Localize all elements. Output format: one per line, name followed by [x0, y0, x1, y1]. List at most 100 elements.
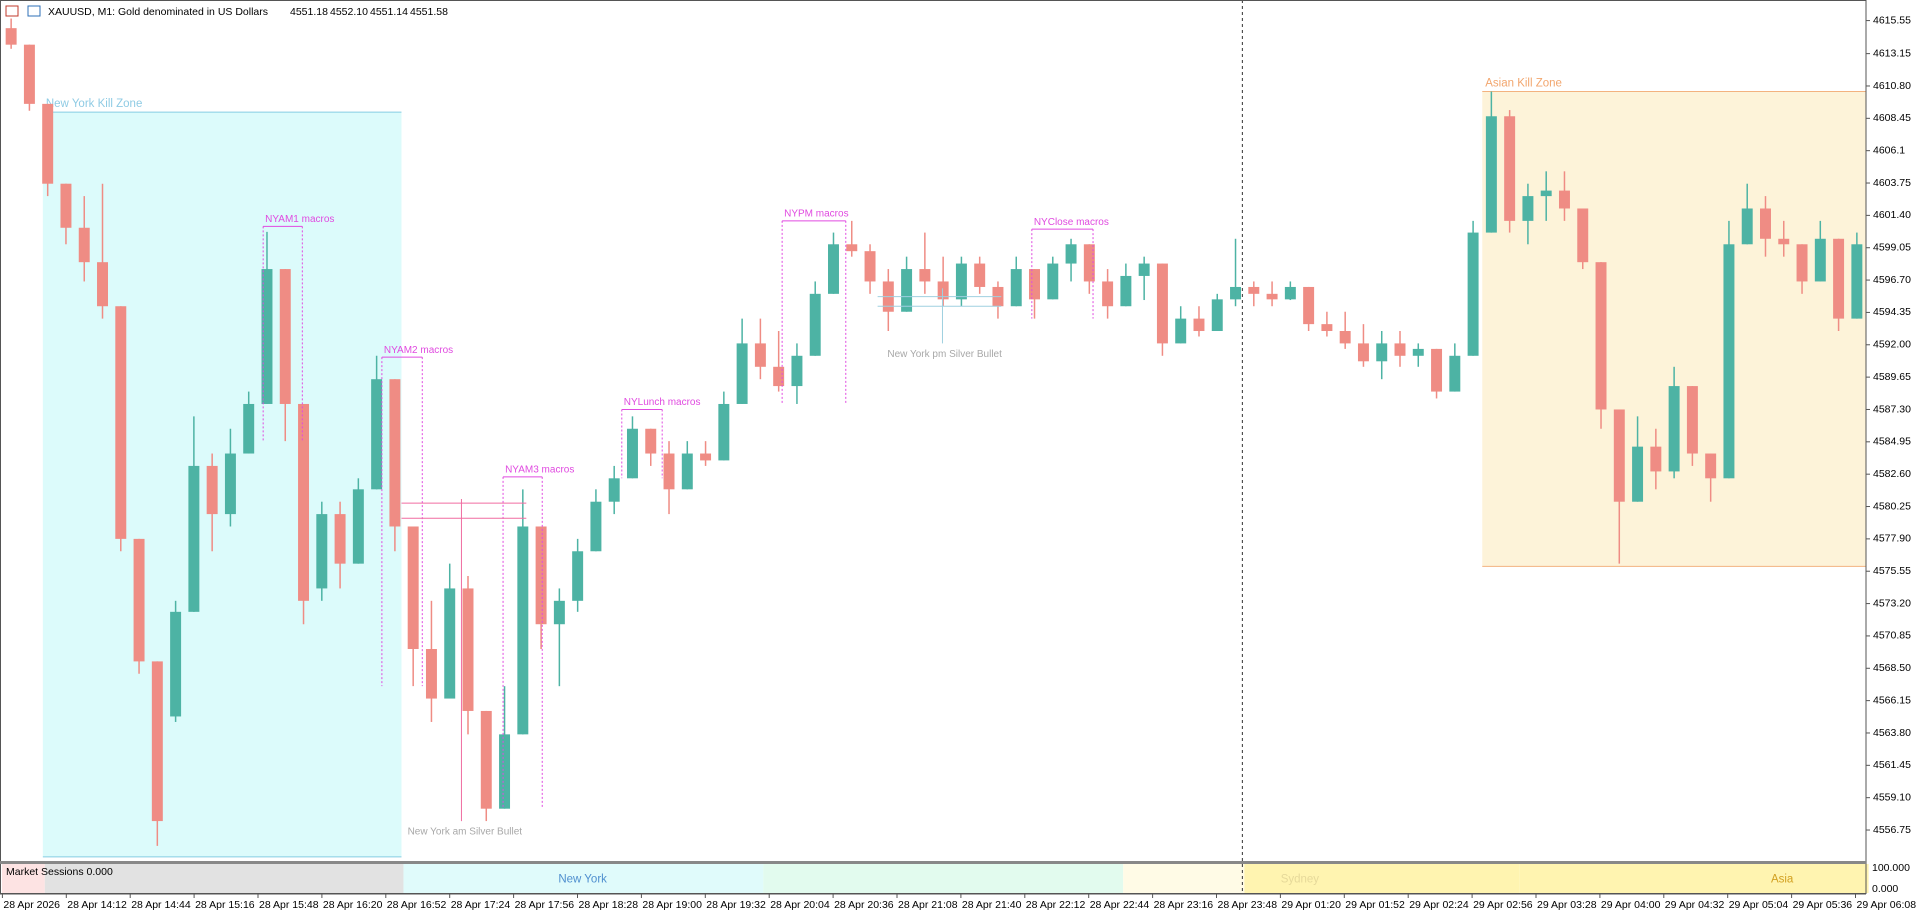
- candle-body: [1193, 318, 1205, 332]
- candle-body: [1485, 116, 1497, 233]
- candle-body: [1394, 343, 1406, 356]
- macro-label: NYAM3 macros: [505, 465, 574, 476]
- candle-body: [425, 649, 437, 699]
- candle-body: [535, 526, 547, 625]
- x-tick-label: 28 Apr 19:00: [642, 899, 702, 911]
- x-tick-label: 29 Apr 05:36: [1793, 899, 1853, 911]
- x-tick-label: 28 Apr 14:12: [67, 899, 127, 911]
- candle-body: [736, 343, 748, 404]
- candle-body: [444, 588, 456, 699]
- kill-zone: [1482, 91, 1866, 567]
- x-tick-label: 28 Apr 15:16: [195, 899, 255, 911]
- x-tick-label: 28 Apr 14:44: [131, 899, 191, 911]
- indicator-label: Market Sessions 0.000: [6, 866, 113, 878]
- candle-body: [809, 293, 821, 356]
- quote-close: 4551.58: [410, 6, 448, 18]
- x-tick-label: 29 Apr 02:56: [1473, 899, 1533, 911]
- macro-label: NYAM1 macros: [265, 214, 334, 225]
- x-tick-label: 28 Apr 20:36: [834, 899, 894, 911]
- candle-body: [1010, 269, 1022, 307]
- session-band: [403, 864, 764, 893]
- quote-open: 4551.18: [290, 6, 328, 18]
- y-tick-label: 4615.55: [1873, 14, 1911, 26]
- kill-zone: [42, 112, 402, 857]
- candle-body: [352, 489, 364, 564]
- macro-label: NYAM2 macros: [384, 345, 453, 356]
- candle-body: [1650, 446, 1662, 472]
- candle-body: [1851, 244, 1863, 319]
- y-tick-label: 4577.90: [1873, 533, 1911, 545]
- candle-body: [1522, 196, 1534, 221]
- candle-body: [1083, 244, 1095, 282]
- icon-chart[interactable]: [27, 5, 41, 17]
- candle-body: [1540, 190, 1552, 197]
- x-tick-label: 28 Apr 23:16: [1154, 899, 1214, 911]
- symbol: XAUUSD, M1:: [48, 6, 115, 18]
- session-band: [2, 864, 45, 893]
- candle-body: [371, 379, 383, 490]
- candle-body: [700, 453, 712, 461]
- x-tick-label: 28 Apr 16:20: [323, 899, 383, 911]
- candle-body: [1047, 263, 1059, 300]
- x-tick-label: 29 Apr 06:08: [1857, 899, 1917, 911]
- x-tick-label: 28 Apr 23:48: [1218, 899, 1278, 911]
- candle-body: [773, 366, 785, 387]
- session-band: [44, 864, 404, 893]
- y-tick-label: 4599.05: [1873, 242, 1911, 254]
- candle-body: [1613, 409, 1625, 502]
- candle-body: [78, 227, 90, 263]
- x-tick-label: 28 Apr 17:24: [451, 899, 511, 911]
- candle-body: [1029, 269, 1040, 300]
- indicator-tick: 100.000: [1872, 862, 1910, 874]
- y-tick-label: 4603.75: [1873, 177, 1911, 189]
- candle-body: [1467, 232, 1479, 356]
- candle-body: [1833, 238, 1845, 319]
- candle-body: [23, 44, 35, 104]
- candle-body: [1266, 293, 1278, 300]
- y-tick-label: 4570.85: [1873, 630, 1911, 642]
- candle-body: [937, 281, 949, 300]
- x-tick-label: 28 Apr 17:56: [515, 899, 575, 911]
- candle-body: [1796, 244, 1808, 282]
- y-tick-label: 4601.40: [1873, 209, 1911, 221]
- candle-body: [517, 526, 529, 735]
- y-tick-label: 4606.1: [1873, 144, 1905, 156]
- session-label: Asia: [1771, 874, 1794, 886]
- y-tick-label: 4610.80: [1873, 80, 1911, 92]
- indicator-tick: 0.000: [1872, 883, 1898, 895]
- candle-body: [1431, 348, 1443, 392]
- candle-body: [1412, 348, 1424, 356]
- candle-body: [1668, 386, 1680, 472]
- candle-body: [5, 28, 17, 45]
- y-tick-label: 4559.10: [1873, 791, 1911, 803]
- y-tick-label: 4608.45: [1873, 112, 1911, 124]
- x-tick-label: 29 Apr 04:00: [1601, 899, 1661, 911]
- y-tick-label: 4580.25: [1873, 500, 1911, 512]
- y-tick-label: 4613.15: [1873, 47, 1911, 59]
- quote-low: 4551.14: [370, 6, 408, 18]
- session-label: Sydney: [1281, 874, 1320, 886]
- candle-body: [846, 244, 858, 252]
- x-tick-label: 28 Apr 15:48: [259, 899, 319, 911]
- y-tick-label: 4594.35: [1873, 306, 1911, 318]
- candle-body: [1211, 299, 1223, 332]
- candle-body: [1303, 286, 1315, 325]
- candle-body: [1321, 324, 1333, 332]
- candle-body: [754, 343, 766, 367]
- x-tick-label: 28 Apr 21:40: [962, 899, 1022, 911]
- candle-body: [974, 263, 986, 287]
- candle-body: [1175, 318, 1187, 344]
- macro-label: NYPM macros: [784, 209, 848, 220]
- candle-body: [1741, 208, 1753, 245]
- candle-body: [1705, 453, 1717, 479]
- y-tick-label: 4584.95: [1873, 436, 1911, 448]
- x-tick-label: 28 Apr 19:32: [706, 899, 766, 911]
- candle-body: [1376, 343, 1388, 362]
- candle-body: [1632, 446, 1644, 502]
- candle-body: [462, 588, 474, 711]
- x-tick-label: 28 Apr 16:52: [387, 899, 447, 911]
- candle-body: [243, 403, 255, 454]
- icon-grid[interactable]: [5, 5, 19, 17]
- candle-body: [261, 269, 273, 404]
